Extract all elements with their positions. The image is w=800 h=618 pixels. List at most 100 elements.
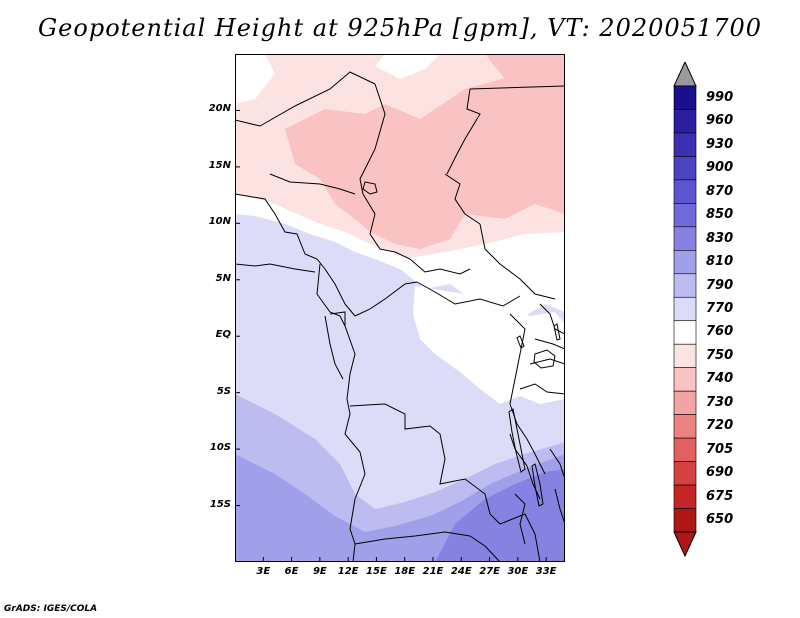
colorbar-segment [673,320,697,345]
lon-label: 18E [394,566,416,577]
border-line [235,71,376,127]
lake-albert [516,335,525,349]
height-field [235,54,565,562]
border-line [354,531,471,545]
colorbar-segment [673,250,697,275]
field-760-central [413,286,565,404]
border-line [516,423,546,475]
border-line [349,403,446,460]
field-740-north [285,74,565,249]
colorbar-segment [673,273,697,298]
colorbar-label: 720 [706,418,734,434]
colorbar [673,62,697,558]
colorbar-label: 730 [706,394,734,410]
border-line [362,193,396,253]
country-borders [235,71,565,562]
border-line [349,498,356,562]
lon-label: 12E [337,566,359,577]
border-line [344,325,356,415]
colorbar-segment [673,109,697,134]
border-line [235,263,316,273]
border-line [479,223,556,300]
colorbar-label: 770 [706,301,734,316]
grads-credit: GrADS: IGES/COLA [4,604,98,614]
lon-label: 24E [450,566,472,577]
lake-victoria [533,349,556,369]
colorbar-bottom-arrow [673,531,697,558]
colorbar-segment [673,85,697,110]
lon-label: 33E [535,566,557,577]
axis-ticks [235,109,547,562]
lake-tanganyika [508,408,526,473]
border-line [499,513,541,562]
border-line [514,493,526,545]
border-line [509,313,526,425]
lat-label: 15S [209,498,231,510]
border-line [394,251,471,275]
lat-label: 10S [209,442,231,454]
colorbar-label: 810 [706,254,734,270]
colorbar-segment [673,132,697,157]
lat-label: 15N [208,159,231,171]
border-line [444,173,481,225]
border-line [304,253,356,317]
border-line [534,338,565,350]
colorbar-segment [673,226,697,251]
colorbar-label: 790 [706,277,734,293]
colorbar-segment [673,367,697,392]
colorbar-label: 740 [706,371,734,387]
border-line [539,303,565,335]
lat-label: 20N [208,103,231,115]
lat-label: 5N [215,272,231,284]
border-line [359,83,386,195]
colorbar-label: 990 [706,89,734,105]
border-line [446,88,481,175]
border-line [439,458,501,525]
lake-chad [362,181,378,195]
border-line [354,281,418,317]
lon-label: 15E [366,566,387,577]
border-line [316,263,346,327]
chart-title: Geopotential Height at 925hPa [gpm], VT:… [38,14,762,42]
field-760-belt [235,194,565,316]
colorbar-segments [673,85,697,533]
border-line [324,315,344,380]
colorbar-segment [673,179,697,204]
colorbar-label: 850 [706,207,734,223]
colorbar-segment [673,343,697,368]
colorbar-label: 760 [706,324,734,340]
lat-label: 5S [216,385,231,397]
border-line [529,358,565,365]
border-line [554,488,565,525]
lakes [362,181,561,507]
map-panel [235,54,565,562]
colorbar-segment [673,390,697,415]
field-760-north-patch [235,54,275,104]
colorbar-label: 870 [706,183,734,199]
border-line [469,535,501,562]
colorbar-label: 750 [706,347,734,363]
lon-label: 21E [422,566,444,577]
colorbar-segment [673,296,697,322]
colorbar-label: 960 [706,113,734,129]
colorbar-label: 705 [706,441,734,457]
border-line [549,448,565,480]
border-line [416,281,521,307]
border-line [329,311,346,326]
colorbar-segment [673,203,697,228]
colorbar-label: 690 [706,465,734,481]
border-line [344,413,366,500]
lon-label: 27E [479,566,500,577]
lake-turkana [553,323,561,341]
lon-label: 9E [312,566,327,577]
colorbar-label: 675 [706,488,734,504]
field-830-se [435,469,565,562]
colorbar-segment [673,437,697,462]
map-frame [235,54,565,562]
colorbar-segment [673,508,697,533]
lon-label: 6E [284,566,299,577]
colorbar-segment [673,484,697,509]
colorbar-segment [673,156,697,181]
colorbar-label: 900 [706,160,734,176]
border-line [269,173,356,195]
